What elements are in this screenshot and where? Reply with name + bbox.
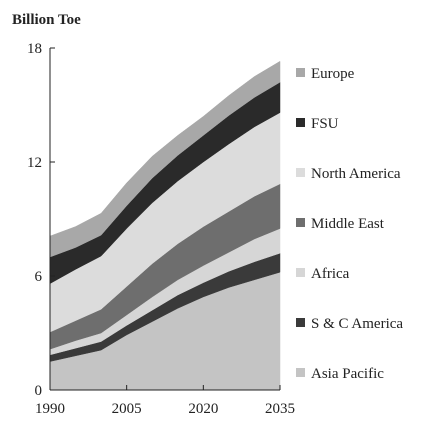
legend-label: Europe	[311, 66, 355, 82]
x-tick-label: 2035	[265, 401, 295, 417]
legend-item-middle-east: Middle East	[296, 216, 385, 232]
x-tick-label: 1990	[35, 401, 65, 417]
y-axis-label: Billion Toe	[12, 12, 81, 28]
y-tick-label: 6	[35, 269, 43, 285]
legend-swatch	[296, 118, 305, 127]
legend-label: North America	[311, 166, 401, 182]
legend-swatch	[296, 318, 305, 327]
area-series-group	[50, 61, 280, 390]
legend-swatch	[296, 218, 305, 227]
legend-swatch	[296, 168, 305, 177]
legend-item-fsu: FSU	[296, 116, 339, 132]
legend-swatch	[296, 268, 305, 277]
y-tick-label: 18	[27, 41, 42, 57]
y-tick-label: 12	[27, 155, 42, 171]
legend-label: FSU	[311, 116, 339, 132]
legend-item-europe: Europe	[296, 66, 355, 82]
legend: Europe FSU North America Middle East Africa S…	[296, 66, 403, 382]
legend-label: S & C America	[311, 316, 403, 332]
legend-item-asia-pacific: Asia Pacific	[296, 366, 384, 382]
legend-item-africa: Africa	[296, 266, 350, 282]
legend-label: Asia Pacific	[311, 366, 384, 382]
legend-swatch	[296, 368, 305, 377]
x-tick-label: 2020	[188, 401, 218, 417]
x-tick-label: 2005	[112, 401, 142, 417]
legend-item-s-and-c-america: S & C America	[296, 316, 403, 332]
legend-swatch	[296, 68, 305, 77]
y-tick-label: 0	[35, 383, 43, 399]
legend-label: Middle East	[311, 216, 385, 232]
legend-label: Africa	[311, 266, 350, 282]
legend-item-north-america: North America	[296, 166, 401, 182]
